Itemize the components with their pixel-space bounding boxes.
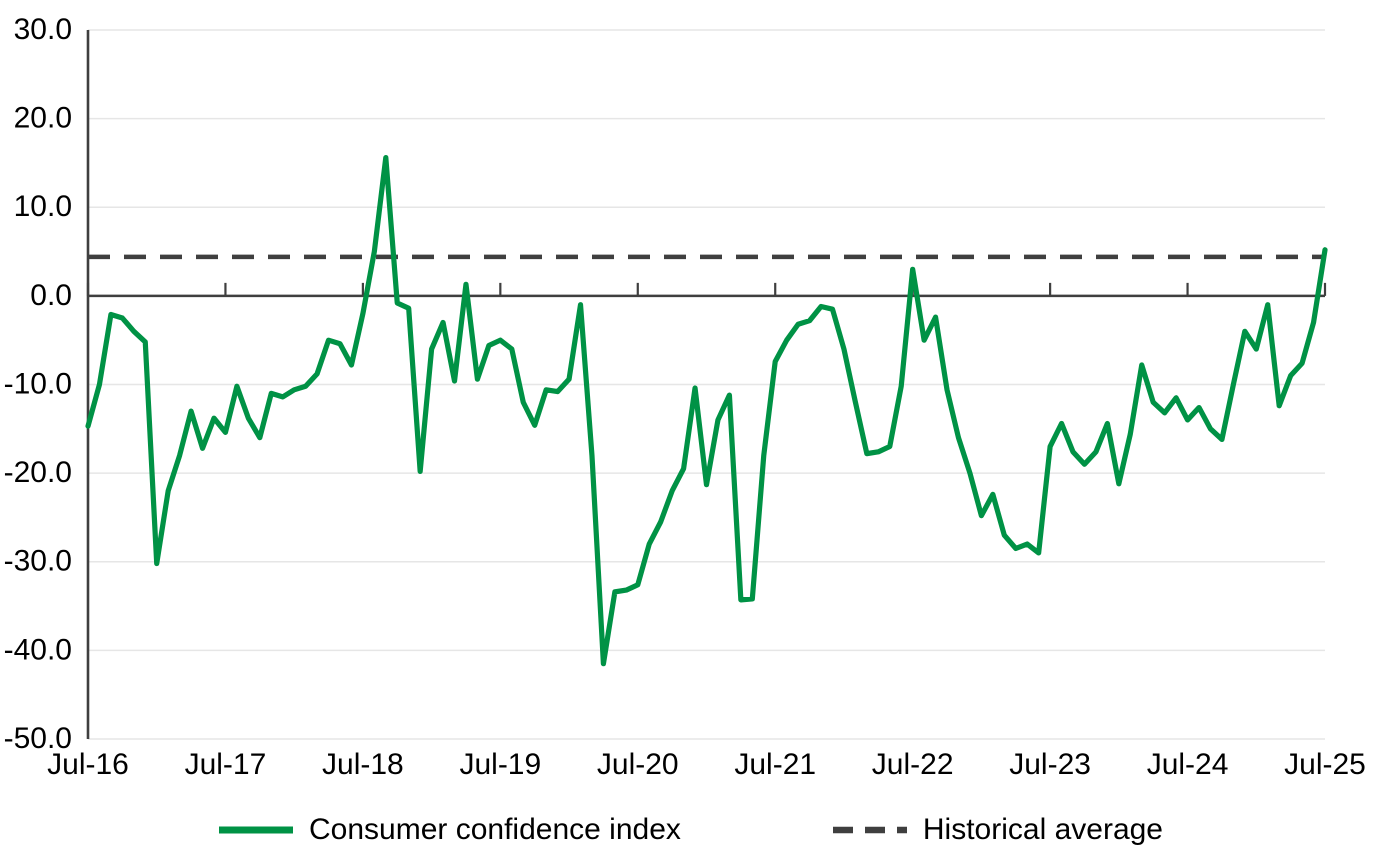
y-axis-tick-label: -40.0 — [4, 633, 72, 666]
x-axis-tick-label: Jul-24 — [1147, 748, 1229, 781]
x-axis-tick-label: Jul-22 — [872, 748, 954, 781]
plot-area: 30.0 20.0 10.0 0.0 -10.0 -20.0 -30.0 -40.0 -50.0… — [4, 13, 1366, 781]
y-axis-tick-label: -50.0 — [4, 722, 72, 755]
x-axis-tickmarks — [86, 282, 1327, 296]
x-axis-tick-label: Jul-16 — [47, 748, 129, 781]
y-axis-tick-label: 0.0 — [30, 279, 72, 312]
chart-legend: Consumer confidence index Historical ave… — [0, 800, 1380, 860]
chart-svg: 30.0 20.0 10.0 0.0 -10.0 -20.0 -30.0 -40.0 -50.0… — [4, 13, 1366, 781]
legend-item-consumer-confidence-index: Consumer confidence index — [217, 815, 681, 845]
y-axis-tick-labels: 30.0 20.0 10.0 0.0 -10.0 -20.0 -30.0 -40.0 -50.0 — [4, 13, 72, 755]
x-axis-tick-label: Jul-23 — [1009, 748, 1091, 781]
y-axis-tick-label: -20.0 — [4, 456, 72, 489]
x-axis-tick-label: Jul-20 — [597, 748, 679, 781]
y-axis-tick-label: -10.0 — [4, 367, 72, 400]
solid-line-swatch-icon — [219, 826, 293, 834]
x-axis-tick-label: Jul-17 — [185, 748, 267, 781]
x-axis-tick-label: Jul-19 — [459, 748, 541, 781]
legend-label-historical-average: Historical average — [922, 813, 1163, 846]
dashed-line-swatch-icon — [832, 826, 907, 834]
legend-item-historical-average: Historical average — [831, 815, 1163, 845]
x-axis-tick-label: Jul-25 — [1284, 748, 1366, 781]
legend-label-consumer-confidence-index: Consumer confidence index — [309, 813, 681, 846]
y-axis-tick-label: -30.0 — [4, 545, 72, 578]
x-axis-tick-label: Jul-21 — [734, 748, 816, 781]
y-axis-tick-label: 10.0 — [14, 190, 72, 223]
x-axis-tick-label: Jul-18 — [322, 748, 404, 781]
x-axis-tick-labels: Jul-16 Jul-17 Jul-18 Jul-19 Jul-20 Jul-21 Jul-… — [47, 748, 1366, 781]
consumer-confidence-series-line — [85, 155, 1328, 667]
y-axis-tick-label: 30.0 — [14, 13, 72, 46]
y-axis-tick-label: 20.0 — [14, 102, 72, 135]
